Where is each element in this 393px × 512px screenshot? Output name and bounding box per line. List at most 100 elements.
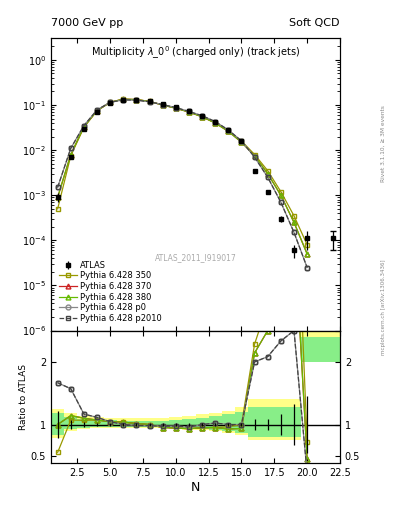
Pythia 6.428 370: [134, 97, 139, 103]
Pythia 6.428 p2010: [226, 127, 231, 133]
Pythia 6.428 p0: [305, 264, 309, 270]
Pythia 6.428 p0: [213, 118, 218, 124]
Pythia 6.428 p0: [121, 97, 126, 103]
Pythia 6.428 350: [226, 127, 231, 134]
Pythia 6.428 370: [55, 194, 60, 200]
Pythia 6.428 380: [55, 194, 60, 200]
Line: Pythia 6.428 p2010: Pythia 6.428 p2010: [55, 97, 310, 270]
X-axis label: N: N: [191, 481, 200, 494]
Pythia 6.428 p2010: [292, 229, 296, 236]
Pythia 6.428 p2010: [213, 118, 218, 124]
Line: Pythia 6.428 p0: Pythia 6.428 p0: [55, 97, 310, 270]
Pythia 6.428 380: [95, 108, 99, 114]
Pythia 6.428 380: [173, 105, 178, 111]
Pythia 6.428 350: [173, 105, 178, 111]
Pythia 6.428 370: [305, 251, 309, 257]
Pythia 6.428 370: [147, 98, 152, 104]
Pythia 6.428 p2010: [239, 138, 244, 144]
Text: 7000 GeV pp: 7000 GeV pp: [51, 18, 123, 28]
Pythia 6.428 p2010: [121, 97, 126, 103]
Pythia 6.428 350: [82, 124, 86, 131]
Text: ATLAS_2011_I919017: ATLAS_2011_I919017: [154, 253, 237, 262]
Pythia 6.428 370: [187, 109, 191, 115]
Pythia 6.428 p0: [279, 199, 283, 205]
Pythia 6.428 380: [305, 251, 309, 257]
Y-axis label: Ratio to ATLAS: Ratio to ATLAS: [19, 364, 28, 430]
Pythia 6.428 p0: [200, 113, 204, 119]
Pythia 6.428 p0: [226, 127, 231, 133]
Pythia 6.428 p0: [265, 174, 270, 180]
Pythia 6.428 370: [108, 99, 112, 105]
Pythia 6.428 p2010: [305, 264, 309, 270]
Pythia 6.428 p0: [292, 229, 296, 236]
Pythia 6.428 370: [292, 219, 296, 225]
Pythia 6.428 p0: [134, 97, 139, 103]
Pythia 6.428 380: [187, 109, 191, 115]
Pythia 6.428 350: [134, 97, 139, 103]
Pythia 6.428 370: [200, 114, 204, 120]
Pythia 6.428 p0: [239, 138, 244, 144]
Pythia 6.428 p0: [95, 107, 99, 113]
Pythia 6.428 350: [68, 153, 73, 159]
Text: Rivet 3.1.10, ≥ 3M events: Rivet 3.1.10, ≥ 3M events: [381, 105, 386, 182]
Pythia 6.428 p0: [108, 99, 112, 105]
Pythia 6.428 p2010: [134, 97, 139, 103]
Pythia 6.428 p2010: [279, 199, 283, 205]
Pythia 6.428 380: [265, 170, 270, 177]
Pythia 6.428 370: [160, 102, 165, 108]
Pythia 6.428 p0: [252, 154, 257, 160]
Pythia 6.428 350: [213, 120, 218, 126]
Pythia 6.428 380: [200, 114, 204, 120]
Text: Multiplicity $\lambda\_0^0$ (charged only) (track jets): Multiplicity $\lambda\_0^0$ (charged onl…: [91, 44, 300, 61]
Pythia 6.428 p2010: [265, 174, 270, 180]
Pythia 6.428 350: [160, 102, 165, 108]
Pythia 6.428 380: [279, 192, 283, 198]
Pythia 6.428 370: [279, 192, 283, 198]
Pythia 6.428 p2010: [200, 113, 204, 119]
Pythia 6.428 350: [108, 99, 112, 105]
Pythia 6.428 370: [95, 108, 99, 114]
Pythia 6.428 380: [121, 96, 126, 102]
Pythia 6.428 350: [305, 242, 309, 248]
Pythia 6.428 350: [147, 98, 152, 104]
Line: Pythia 6.428 380: Pythia 6.428 380: [55, 97, 310, 257]
Pythia 6.428 350: [292, 212, 296, 219]
Pythia 6.428 350: [200, 114, 204, 120]
Pythia 6.428 370: [239, 139, 244, 145]
Pythia 6.428 380: [160, 102, 165, 108]
Pythia 6.428 p2010: [95, 107, 99, 113]
Pythia 6.428 p2010: [82, 122, 86, 129]
Pythia 6.428 380: [68, 152, 73, 158]
Pythia 6.428 p2010: [252, 154, 257, 160]
Pythia 6.428 370: [121, 96, 126, 102]
Line: Pythia 6.428 370: Pythia 6.428 370: [55, 97, 310, 257]
Pythia 6.428 p2010: [68, 145, 73, 152]
Pythia 6.428 370: [68, 152, 73, 158]
Pythia 6.428 p2010: [147, 99, 152, 105]
Pythia 6.428 380: [108, 99, 112, 105]
Pythia 6.428 370: [226, 129, 231, 135]
Pythia 6.428 p0: [173, 104, 178, 111]
Legend: ATLAS, Pythia 6.428 350, Pythia 6.428 370, Pythia 6.428 380, Pythia 6.428 p0, Py: ATLAS, Pythia 6.428 350, Pythia 6.428 37…: [55, 258, 165, 326]
Pythia 6.428 380: [134, 97, 139, 103]
Pythia 6.428 380: [239, 139, 244, 145]
Pythia 6.428 370: [252, 153, 257, 159]
Pythia 6.428 380: [147, 98, 152, 104]
Pythia 6.428 380: [252, 153, 257, 159]
Pythia 6.428 380: [213, 120, 218, 126]
Pythia 6.428 380: [292, 219, 296, 225]
Pythia 6.428 350: [55, 206, 60, 212]
Text: Soft QCD: Soft QCD: [290, 18, 340, 28]
Pythia 6.428 350: [252, 152, 257, 158]
Pythia 6.428 370: [173, 105, 178, 111]
Pythia 6.428 p2010: [55, 184, 60, 190]
Pythia 6.428 p0: [187, 109, 191, 115]
Pythia 6.428 350: [239, 138, 244, 144]
Pythia 6.428 350: [279, 188, 283, 195]
Pythia 6.428 p2010: [160, 101, 165, 108]
Line: Pythia 6.428 350: Pythia 6.428 350: [55, 97, 310, 247]
Pythia 6.428 p2010: [108, 99, 112, 105]
Pythia 6.428 p2010: [187, 109, 191, 115]
Pythia 6.428 p2010: [173, 104, 178, 111]
Pythia 6.428 370: [265, 170, 270, 177]
